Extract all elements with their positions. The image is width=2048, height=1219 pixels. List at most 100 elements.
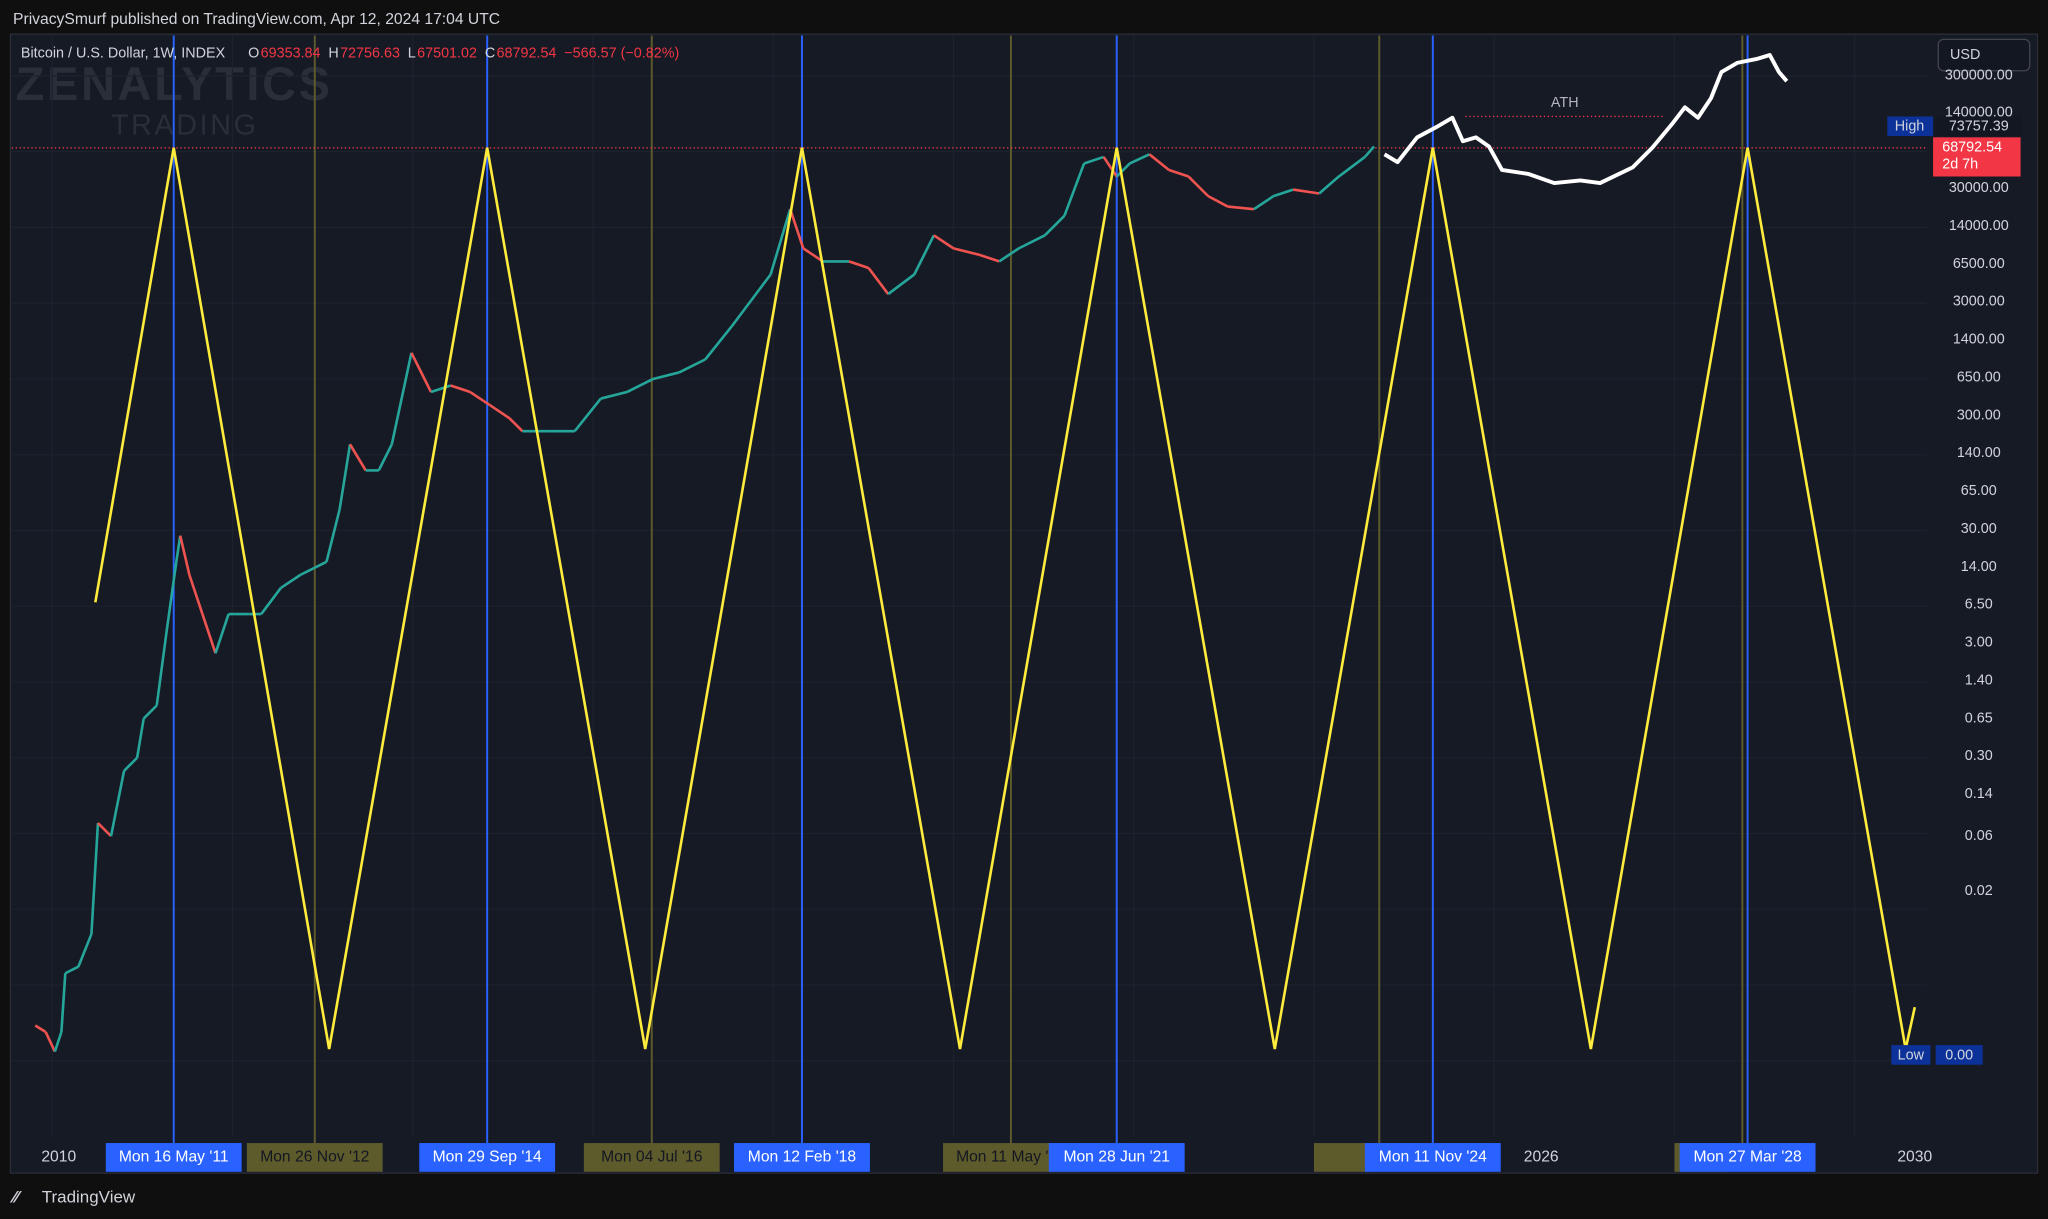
price-label: 0.30 bbox=[1965, 748, 1993, 764]
price-candles bbox=[201, 613, 217, 654]
date-badge-label: Mon 29 Sep '14 bbox=[433, 1149, 542, 1166]
high-value: 73757.39 bbox=[1949, 119, 2009, 135]
price-candles bbox=[1063, 163, 1086, 217]
date-badge-label: Mon 12 Feb '18 bbox=[748, 1149, 857, 1166]
date-badge bbox=[583, 1143, 720, 1172]
price-candles bbox=[600, 390, 628, 400]
high-label: High bbox=[1895, 119, 1925, 135]
date-badge bbox=[1364, 1143, 1501, 1172]
price-candles bbox=[260, 587, 282, 615]
price-candles bbox=[34, 1024, 47, 1034]
price-candles bbox=[848, 260, 869, 270]
plot: ATH bbox=[11, 35, 1927, 1145]
price-candles bbox=[325, 509, 341, 563]
date-badge bbox=[105, 1143, 242, 1172]
price-candles bbox=[678, 358, 706, 374]
date-badge bbox=[1313, 1143, 1369, 1172]
year-label: 2026 bbox=[1524, 1149, 1559, 1166]
price-candles bbox=[135, 718, 145, 758]
price-candles bbox=[802, 247, 824, 263]
price-label: 0.65 bbox=[1965, 710, 1993, 726]
price-candles bbox=[953, 247, 980, 257]
price-candles bbox=[1148, 153, 1170, 172]
price-label: 30000.00 bbox=[1949, 180, 2009, 196]
price-label: 0.14 bbox=[1965, 786, 1993, 802]
date-badge-label: Mon 16 May '11 bbox=[119, 1149, 229, 1166]
price-candles bbox=[749, 273, 772, 302]
year-label: 2010 bbox=[41, 1149, 76, 1166]
change: −566.57 (−0.82%) bbox=[564, 46, 679, 62]
ohlc-label: C bbox=[485, 46, 495, 62]
price-label: 1400.00 bbox=[1953, 332, 2005, 348]
low-value-badge bbox=[1935, 1045, 1983, 1065]
price-label: 3000.00 bbox=[1953, 294, 2005, 310]
price-candles bbox=[214, 613, 230, 654]
time-axis: 2010 2026 2030 Mon 26 Nov '12 Mon 04 Jul '16… bbox=[41, 1143, 1932, 1172]
price-candles bbox=[155, 626, 169, 706]
ohlc-value: 72756.63 bbox=[340, 46, 400, 62]
countdown: 2d 7h bbox=[1942, 157, 1978, 173]
ohlc-value: 69353.84 bbox=[261, 46, 321, 62]
price-candles bbox=[1102, 156, 1118, 178]
ohlc: O 69353.84 H 72756.63 L 67501.02 C 68792.54 −566… bbox=[248, 46, 679, 62]
date-badge-label: Mon 27 Mar '28 bbox=[1693, 1149, 1802, 1166]
price-label: 14.00 bbox=[1961, 559, 1997, 575]
forecast-path bbox=[1383, 53, 1789, 186]
price-candles bbox=[188, 574, 204, 615]
price-candles bbox=[508, 417, 524, 433]
date-badge-label: Mon 04 Jul '16 bbox=[601, 1149, 703, 1166]
price-candles bbox=[1168, 168, 1189, 178]
cycle-zigzag bbox=[94, 147, 1917, 1050]
footer-logo: TradingView bbox=[42, 1187, 136, 1206]
price-candles bbox=[913, 234, 936, 276]
price-label: 0.06 bbox=[1965, 828, 1993, 844]
ohlc-value: 68792.54 bbox=[497, 46, 557, 62]
price-label: 300.00 bbox=[1957, 407, 2001, 423]
price-label: 1.40 bbox=[1965, 672, 1993, 688]
ath-label: ATH bbox=[1551, 95, 1579, 111]
low-label: Low bbox=[1898, 1047, 1925, 1063]
price-candles bbox=[77, 933, 93, 968]
ohlc-value: 67501.02 bbox=[417, 46, 477, 62]
price-candles bbox=[489, 404, 511, 420]
price-candles bbox=[788, 208, 805, 249]
price-candles bbox=[60, 973, 67, 1033]
watermark: TRADING bbox=[111, 109, 259, 141]
price-label: 14000.00 bbox=[1949, 218, 2009, 234]
low-badge bbox=[1891, 1045, 1931, 1065]
price-candles bbox=[1043, 214, 1066, 237]
price-candles bbox=[44, 1031, 57, 1053]
price-candles bbox=[175, 535, 182, 563]
ohlc-label: O bbox=[248, 46, 259, 62]
price-candles bbox=[1018, 234, 1046, 250]
symbol-name: Bitcoin / U.S. Dollar, 1W, INDEX bbox=[21, 46, 226, 62]
currency-button[interactable] bbox=[1937, 38, 2031, 72]
price-axis: 300000.00 140000.00 30000.00 14000.00 6500.0… bbox=[1887, 68, 2022, 1065]
grid bbox=[11, 35, 1927, 1137]
price-label: 650.00 bbox=[1957, 369, 2001, 385]
date-badge bbox=[1048, 1143, 1185, 1172]
price-candles bbox=[1207, 194, 1229, 208]
price-candles bbox=[626, 377, 654, 394]
price-candles bbox=[109, 770, 126, 837]
price-candles bbox=[1129, 153, 1150, 165]
date-badge-label: Mon 11 May '20 bbox=[956, 1149, 1066, 1166]
currency[interactable]: USD bbox=[1950, 47, 1980, 63]
ohlc-label: L bbox=[408, 46, 416, 62]
price-candles bbox=[97, 822, 112, 838]
price-candles bbox=[348, 443, 367, 472]
date-badge bbox=[419, 1143, 556, 1172]
price-candles bbox=[573, 397, 602, 433]
date-badge-label: Mon 28 Jun '21 bbox=[1063, 1149, 1170, 1166]
price-candles bbox=[1187, 175, 1210, 198]
price-candles bbox=[1227, 205, 1255, 211]
price-candles bbox=[280, 573, 302, 590]
year-label: 2030 bbox=[1897, 1149, 1932, 1166]
price-candles bbox=[450, 384, 471, 394]
chart-panel bbox=[9, 33, 2039, 1174]
price-candles bbox=[1318, 175, 1340, 195]
price-candles bbox=[887, 273, 916, 296]
price-label: 140.00 bbox=[1957, 445, 2001, 461]
price-candles bbox=[90, 822, 100, 935]
